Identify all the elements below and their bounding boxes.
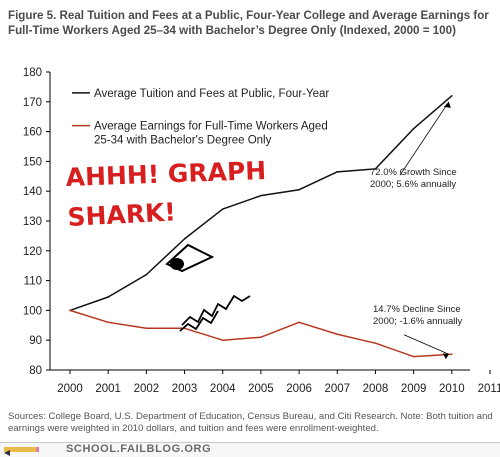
series-point (336, 171, 339, 173)
series-point (260, 194, 262, 197)
chart-legend: Average Tuition and Fees at Public, Four… (72, 88, 329, 147)
series-point (107, 296, 109, 298)
y-tick-label: 100 (23, 305, 42, 317)
y-tick-label: 130 (23, 216, 42, 228)
legend-label: Average Tuition and Fees at Public, Four… (94, 88, 329, 100)
y-tick-label: 140 (23, 186, 42, 198)
series-point (374, 168, 377, 170)
y-tick-label: 120 (23, 246, 42, 258)
annotation-text: 72.0% Growth Since (370, 167, 457, 178)
series-point (451, 95, 453, 97)
shark-teeth (181, 294, 251, 326)
annotation-text: 2000; 5.6% annually (370, 179, 456, 190)
x-tick-label: 2005 (248, 383, 274, 395)
x-tick-label: 2006 (286, 383, 312, 395)
footer-bar: SCHOOL.FAILBLOG.ORG (0, 442, 500, 457)
series-point (412, 355, 415, 358)
series-point (374, 342, 377, 344)
figure-title: Figure 5. Real Tuition and Fees at a Pub… (8, 9, 489, 37)
axis-ticks: 80 90 100 110 120 130 140 150 160 170 180 2000 2001 2… (23, 67, 500, 395)
legend-label: 25-34 with Bachelor's Degree Only (94, 135, 272, 147)
y-tick-label: 180 (23, 67, 42, 79)
series-point (336, 333, 339, 336)
graph-shark-doodle: AHHH! GRAPH SHARK! (65, 156, 267, 332)
series-point (260, 336, 262, 339)
series-point (221, 208, 224, 210)
series-point (69, 309, 71, 312)
x-tick-label: 2002 (134, 383, 160, 395)
line-chart: 80 90 100 110 120 130 140 150 160 170 180 2000 2001 2… (23, 67, 500, 395)
annotation-text: 14.7% Decline Since (373, 304, 461, 315)
chart-series (69, 95, 453, 358)
y-tick-label: 160 (23, 127, 42, 139)
x-tick-label: 2004 (210, 383, 236, 395)
series-point (451, 353, 453, 356)
x-tick-label: 2008 (363, 383, 389, 395)
x-tick-label: 2009 (401, 383, 427, 395)
x-tick-label: 2007 (324, 383, 350, 395)
x-tick-label: 2010 (439, 383, 465, 395)
series-point (298, 321, 300, 324)
x-tick-label: 2001 (95, 383, 121, 395)
sources-note: Sources: College Board, U.S. Department … (8, 411, 493, 434)
shark-pupil (170, 258, 184, 270)
annotation-arrow (399, 101, 450, 176)
series-point (298, 188, 300, 191)
series-point (107, 321, 109, 324)
annotation-arrowhead (442, 353, 449, 360)
series-point (412, 127, 415, 130)
y-tick-label: 150 (23, 156, 42, 168)
annotation-arrow (403, 334, 449, 355)
pencil-icon (4, 447, 39, 456)
annotation-arrowhead (443, 101, 451, 108)
y-tick-label: 110 (24, 276, 42, 288)
series-point (221, 339, 224, 342)
y-tick-label: 80 (29, 365, 42, 377)
footer-site-link[interactable]: SCHOOL.FAILBLOG.ORG (66, 443, 212, 455)
y-tick-label: 170 (23, 97, 42, 109)
doodle-text-line1: AHHH! GRAPH (65, 156, 266, 192)
series-point (145, 327, 148, 330)
legend-label: Average Earnings for Full-Time Workers A… (94, 121, 328, 133)
annotation-text: 2000; -1.6% annually (373, 316, 463, 327)
series-point (183, 238, 186, 240)
shark-teeth (179, 310, 219, 332)
x-tick-label: 2003 (172, 383, 198, 395)
series-point (145, 273, 148, 276)
x-tick-label: 2011 (478, 383, 500, 395)
y-tick-label: 90 (29, 335, 42, 347)
doodle-text-line2: SHARK! (67, 197, 177, 232)
x-tick-label: 2000 (57, 383, 83, 395)
